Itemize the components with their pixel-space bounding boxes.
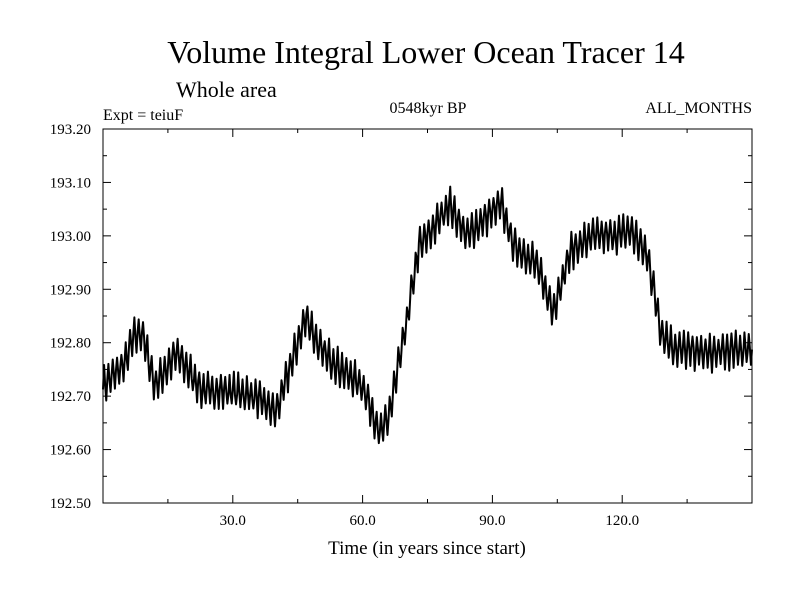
period-label: 0548kyr BP: [390, 100, 467, 117]
y-tick-labels: 192.50 192.60 192.70 192.80 192.90 193.00 193.…: [50, 122, 91, 512]
y-tick-label: 193.20: [50, 122, 91, 138]
y-tick-label: 192.50: [50, 496, 91, 512]
x-tick-label: 30.0: [220, 513, 246, 529]
y-tick-label: 192.90: [50, 282, 91, 298]
plot-frame: [102, 128, 753, 504]
y-tick-label: 192.80: [50, 336, 91, 352]
months-label: ALL_MONTHS: [645, 100, 752, 117]
axis-ticks: [103, 128, 752, 504]
x-tick-label: 60.0: [349, 513, 375, 529]
chart-subtitle: Whole area: [176, 77, 277, 102]
x-tick-label: 120.0: [605, 513, 639, 529]
expt-label: Expt = teiuF: [103, 107, 183, 124]
data-series-line: [102, 185, 753, 445]
x-tick-label: 90.0: [479, 513, 505, 529]
x-tick-labels: 30.0 60.0 90.0 120.0: [220, 513, 639, 529]
y-tick-label: 192.60: [50, 443, 91, 459]
x-axis-label: Time (in years since start): [328, 538, 526, 559]
y-tick-label: 193.00: [50, 229, 91, 245]
y-tick-label: 193.10: [50, 175, 91, 191]
y-tick-label: 192.70: [50, 389, 91, 405]
chart-title: Volume Integral Lower Ocean Tracer 14: [167, 34, 684, 70]
